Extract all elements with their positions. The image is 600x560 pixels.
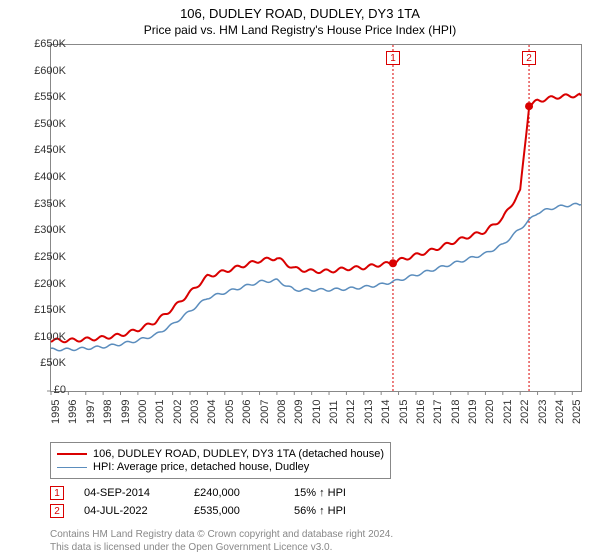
x-tick-label: 2022 [519, 400, 531, 424]
chart-svg [51, 45, 581, 391]
y-tick-label: £150K [34, 304, 66, 316]
y-tick-label: £300K [34, 224, 66, 236]
sale-row-marker: 1 [50, 486, 64, 500]
sale-date: 04-SEP-2014 [84, 487, 174, 499]
x-tick-label: 2021 [502, 400, 514, 424]
x-tick-label: 2003 [189, 400, 201, 424]
sale-row-marker: 2 [50, 504, 64, 518]
x-tick-label: 2014 [380, 400, 392, 424]
x-tick-label: 1995 [50, 400, 62, 424]
sale-delta: 56% ↑ HPI [294, 505, 346, 517]
sale-date: 04-JUL-2022 [84, 505, 174, 517]
x-tick-label: 1996 [67, 400, 79, 424]
x-tick-label: 2005 [224, 400, 236, 424]
legend-swatch [57, 453, 87, 455]
x-tick-label: 2011 [328, 400, 340, 424]
x-tick-label: 2007 [259, 400, 271, 424]
x-tick-label: 2018 [450, 400, 462, 424]
x-tick-label: 2017 [432, 400, 444, 424]
y-tick-label: £250K [34, 251, 66, 263]
sale-marker-label: 1 [386, 51, 400, 65]
sale-point [525, 102, 533, 110]
legend-label: 106, DUDLEY ROAD, DUDLEY, DY3 1TA (detac… [93, 448, 384, 460]
chart-title: 106, DUDLEY ROAD, DUDLEY, DY3 1TA [0, 0, 600, 21]
footer-line2: This data is licensed under the Open Gov… [50, 541, 393, 554]
sales-table: 1 04-SEP-2014 £240,000 15% ↑ HPI 2 04-JUL-202… [50, 486, 346, 522]
sale-price: £240,000 [194, 487, 274, 499]
sale-price: £535,000 [194, 505, 274, 517]
x-tick-label: 1999 [120, 400, 132, 424]
x-tick-label: 2006 [241, 400, 253, 424]
y-tick-label: £200K [34, 278, 66, 290]
x-tick-label: 2024 [554, 400, 566, 424]
x-tick-label: 2013 [363, 400, 375, 424]
legend-swatch [57, 467, 87, 468]
x-tick-label: 2002 [172, 400, 184, 424]
y-tick-label: £650K [34, 38, 66, 50]
chart-subtitle: Price paid vs. HM Land Registry's House … [0, 21, 600, 37]
series-line [51, 203, 581, 350]
x-tick-label: 2000 [137, 400, 149, 424]
x-tick-label: 2008 [276, 400, 288, 424]
y-tick-label: £550K [34, 91, 66, 103]
x-tick-label: 1997 [85, 400, 97, 424]
legend-label: HPI: Average price, detached house, Dudl… [93, 461, 309, 473]
series-line [51, 94, 581, 342]
y-tick-label: £0 [54, 384, 66, 396]
y-tick-label: £400K [34, 171, 66, 183]
sale-row: 2 04-JUL-2022 £535,000 56% ↑ HPI [50, 504, 346, 518]
x-tick-label: 2001 [154, 400, 166, 424]
x-tick-label: 2023 [537, 400, 549, 424]
chart-plot-area: 12 [50, 44, 582, 392]
x-tick-label: 2004 [206, 400, 218, 424]
sale-row: 1 04-SEP-2014 £240,000 15% ↑ HPI [50, 486, 346, 500]
x-tick-label: 1998 [102, 400, 114, 424]
x-tick-label: 2016 [415, 400, 427, 424]
x-tick-label: 2010 [311, 400, 323, 424]
legend-item: 106, DUDLEY ROAD, DUDLEY, DY3 1TA (detac… [57, 448, 384, 460]
x-tick-label: 2025 [571, 400, 583, 424]
y-tick-label: £100K [34, 331, 66, 343]
footer-attribution: Contains HM Land Registry data © Crown c… [50, 528, 393, 554]
x-tick-label: 2019 [467, 400, 479, 424]
y-tick-label: £350K [34, 198, 66, 210]
x-tick-label: 2012 [345, 400, 357, 424]
legend-box: 106, DUDLEY ROAD, DUDLEY, DY3 1TA (detac… [50, 442, 391, 479]
y-tick-label: £500K [34, 118, 66, 130]
x-tick-label: 2020 [484, 400, 496, 424]
footer-line1: Contains HM Land Registry data © Crown c… [50, 528, 393, 541]
sale-marker-label: 2 [522, 51, 536, 65]
y-tick-label: £450K [34, 144, 66, 156]
sale-point [389, 259, 397, 267]
y-tick-label: £600K [34, 65, 66, 77]
legend-item: HPI: Average price, detached house, Dudl… [57, 461, 384, 473]
x-tick-label: 2015 [398, 400, 410, 424]
y-tick-label: £50K [40, 357, 66, 369]
x-tick-label: 2009 [293, 400, 305, 424]
sale-delta: 15% ↑ HPI [294, 487, 346, 499]
